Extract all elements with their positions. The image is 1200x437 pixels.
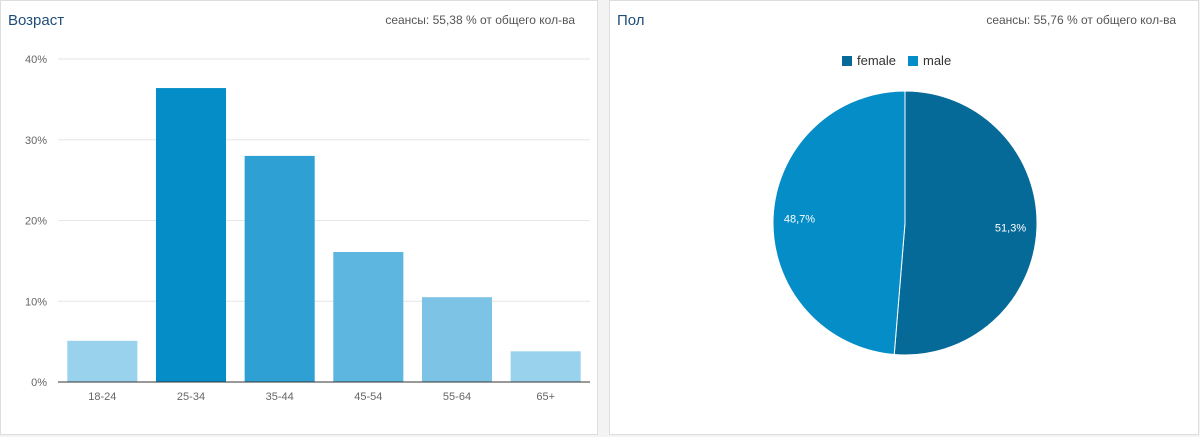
legend-swatch-male [908,56,918,66]
x-tick-label: 25-34 [177,391,205,403]
y-tick-label: 30% [25,135,47,147]
gender-panel-title: Пол [617,12,645,29]
y-tick-label: 40% [25,54,47,66]
gender-sessions-note: сеансы: 55,76 % от общего кол-ва [986,13,1176,27]
x-tick-label: 35-44 [266,391,294,403]
y-tick-label: 10% [25,296,47,308]
age-sessions-note: сеансы: 55,38 % от общего кол-ва [385,13,575,27]
bar-65+ [510,351,581,382]
legend-label-male: male [923,53,951,68]
pie-slice-female [893,90,1038,356]
bar-35-44 [244,155,315,382]
legend-swatch-female [842,56,852,66]
age-panel-title: Возраст [8,12,65,29]
age-bar-chart: 0% 10% 20% 30% 40% 18-24 25-34 35-44 45-54 55-64 6… [25,54,590,403]
gender-panel: Пол сеансы: 55,76 % от общего кол-ва 51,… [609,0,1199,435]
bar-45-54 [333,251,404,382]
bar-18-24 [67,340,138,382]
age-panel: Возраст сеансы: 55,38 % от общего кол-ва… [0,0,598,435]
y-tick-label: 20% [25,216,47,228]
x-tick-label: 45-54 [354,391,382,403]
gender-pie-chart: 51,3% 48,7% female male [772,53,1038,356]
pie-value-label: 48,7% [784,214,815,226]
pie-value-label: 51,3% [995,222,1026,234]
pie-slice-male [772,90,906,356]
bar-55-64 [421,297,493,382]
x-tick-label: 65+ [536,391,555,403]
x-tick-label: 55-64 [443,391,471,403]
y-tick-label: 0% [31,377,47,389]
legend-label-female: female [857,53,896,68]
bar-25-34 [155,88,227,382]
x-tick-label: 18-24 [88,391,116,403]
